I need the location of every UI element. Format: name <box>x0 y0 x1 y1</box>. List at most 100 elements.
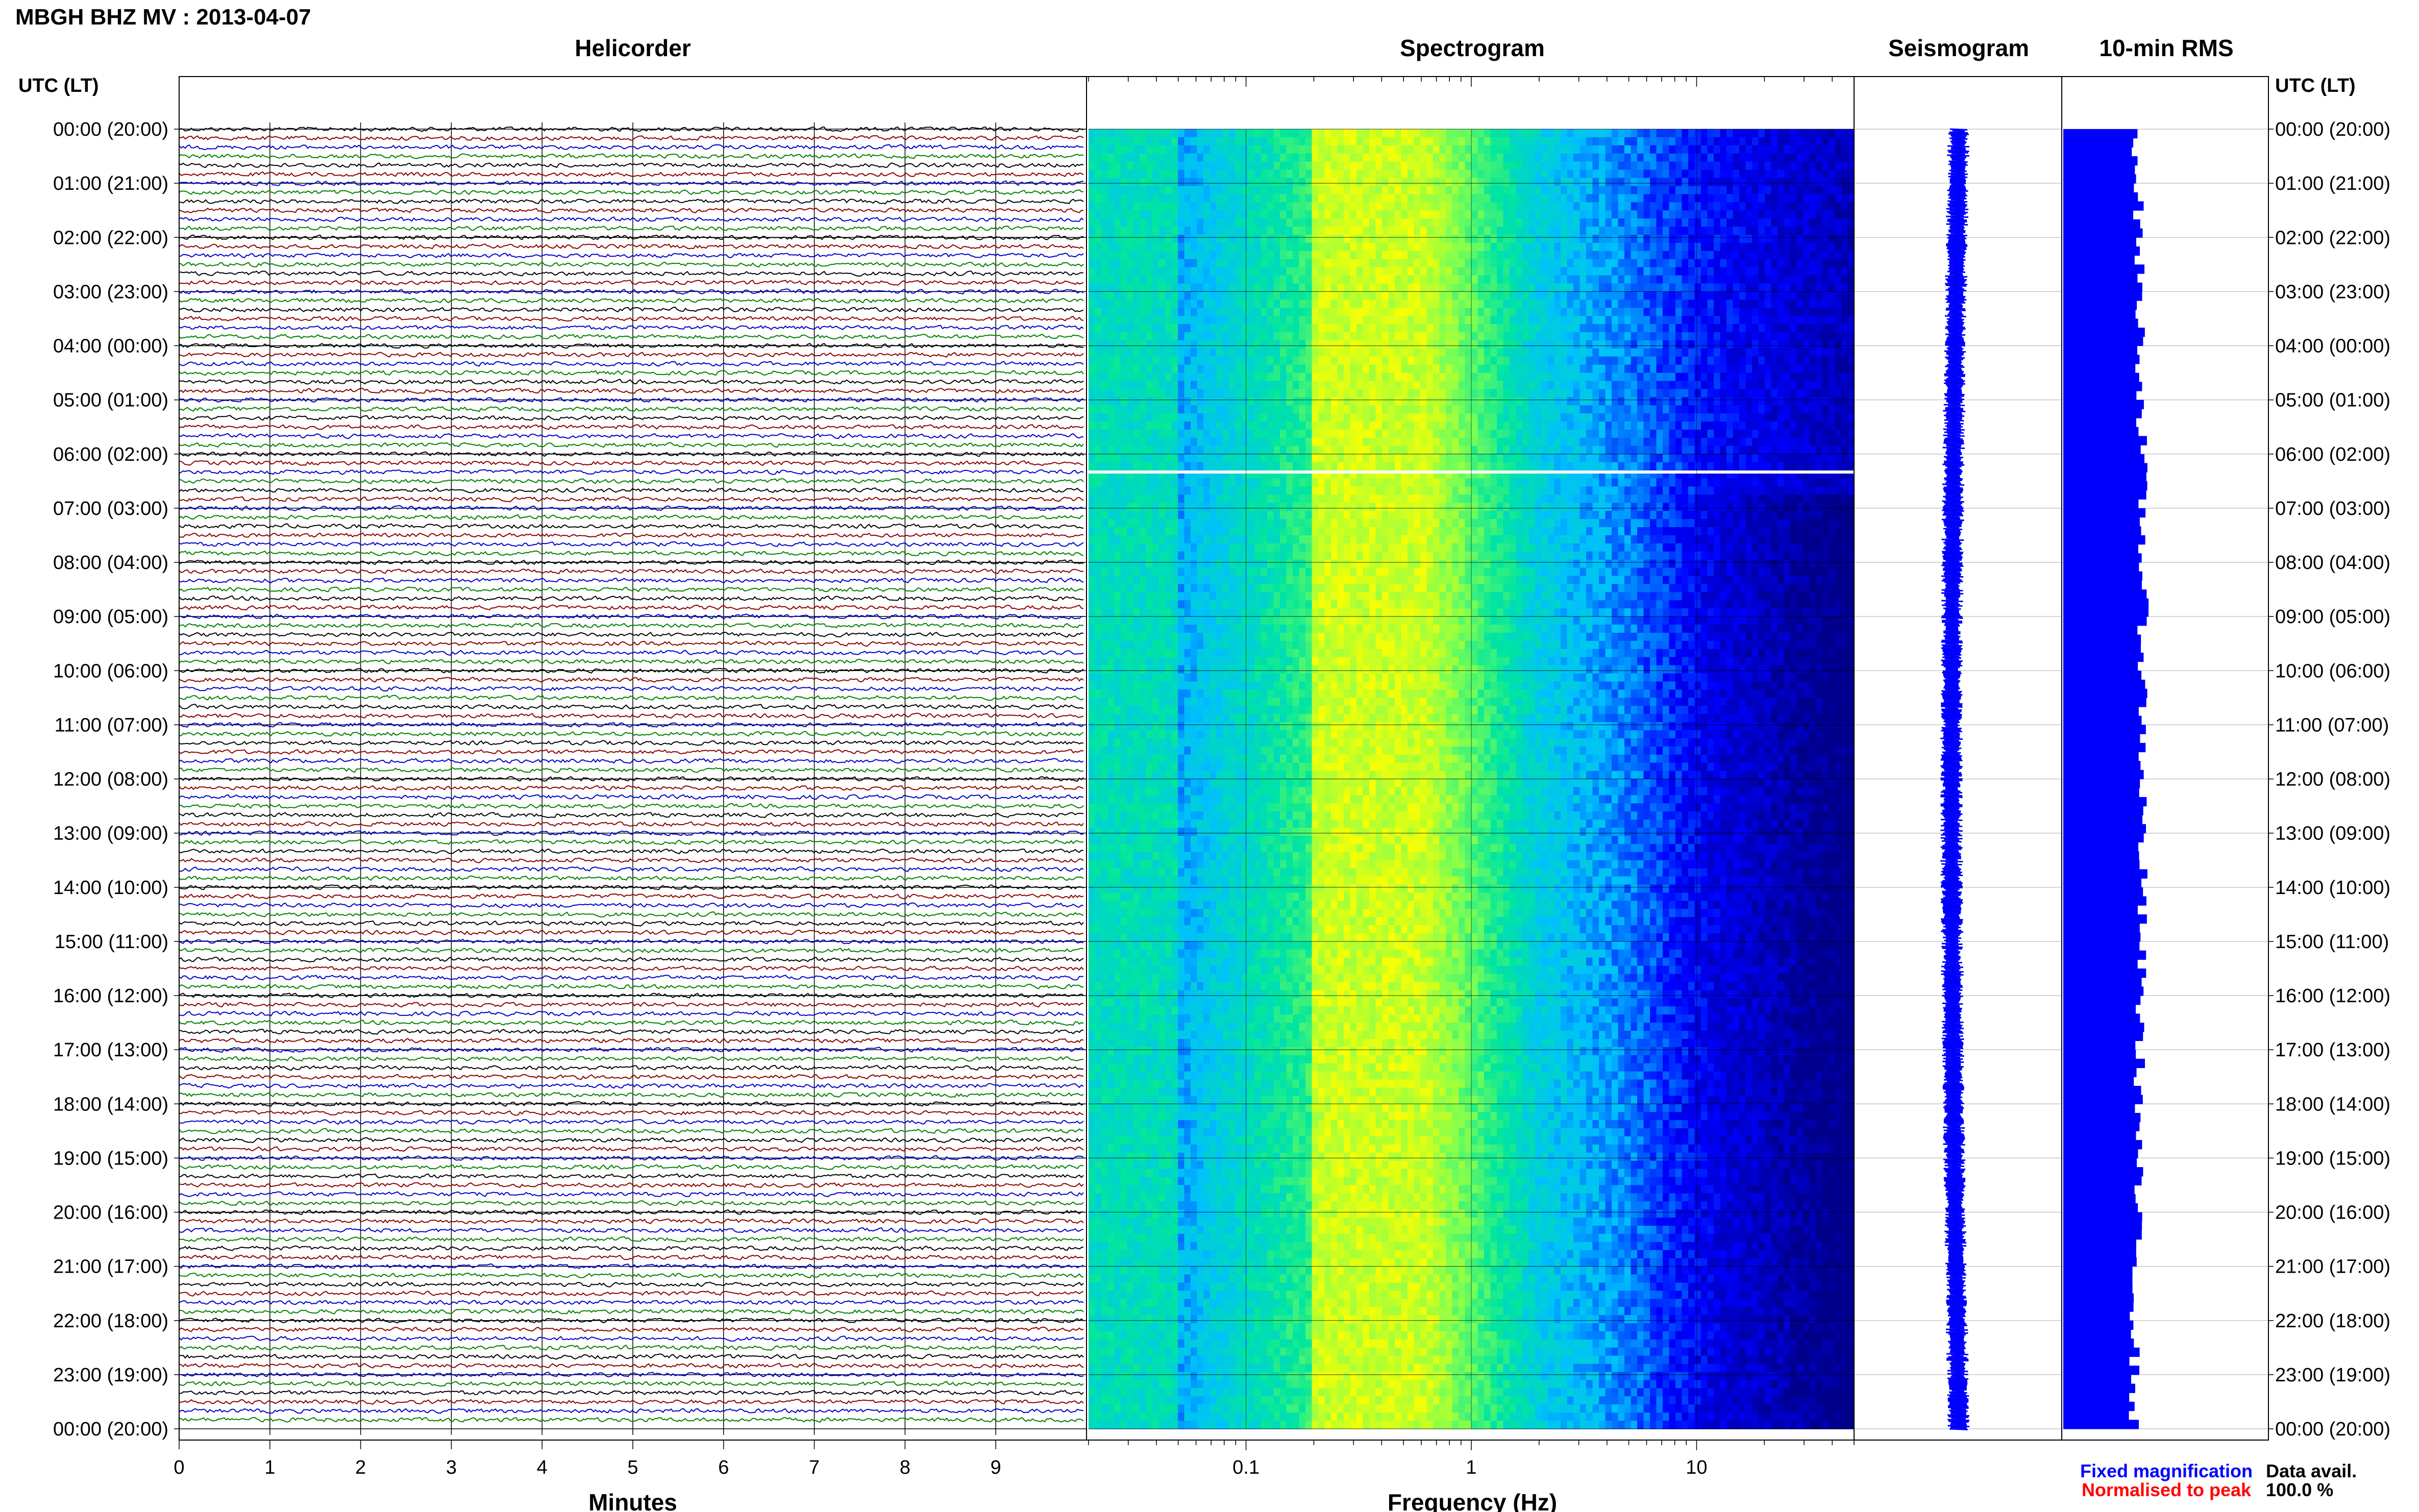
spectrogram-cell <box>1261 625 1268 633</box>
spectrogram-cell <box>1178 933 1185 942</box>
spectrogram-cell <box>1089 957 1096 966</box>
spectrogram-cell <box>1222 600 1229 609</box>
spectrogram-cell <box>1203 795 1211 804</box>
spectrogram-cell <box>1089 909 1096 918</box>
spectrogram-cell <box>1261 803 1268 812</box>
helicorder-trace-line <box>179 1299 1084 1305</box>
spectrogram-cell <box>1222 1014 1229 1023</box>
helicorder-trace-line <box>179 803 1084 809</box>
spectrogram-cell <box>1107 494 1115 503</box>
spectrogram-cell <box>1210 210 1217 219</box>
spectrogram-cell <box>1203 430 1211 438</box>
spectrogram-cell <box>1248 316 1255 325</box>
spectrogram-cell <box>1197 1412 1204 1421</box>
spectrogram-cell <box>1146 730 1153 739</box>
spectrogram-cell <box>1197 308 1204 316</box>
spectrogram-cell <box>1133 478 1140 487</box>
spectrogram-cell <box>1267 348 1274 357</box>
spectrogram-cell <box>1242 925 1249 934</box>
spectrogram-cell <box>1114 917 1121 926</box>
spectrogram-cell <box>1191 324 1198 333</box>
spectrogram-cell <box>1197 893 1204 902</box>
spectrogram-cell <box>1229 738 1236 747</box>
spectrogram-cell <box>1152 454 1159 463</box>
spectrogram-cell <box>1235 762 1242 772</box>
spectrogram-cell <box>1114 1063 1121 1072</box>
spectrogram-cell <box>1254 844 1262 853</box>
spectrogram-cell <box>1235 129 1242 138</box>
spectrogram-cell <box>1184 503 1191 511</box>
spectrogram-cell <box>1133 1087 1140 1097</box>
spectrogram-cell <box>1229 1112 1236 1121</box>
spectrogram-cell <box>1248 893 1255 902</box>
spectrogram-cell <box>1191 771 1198 780</box>
spectrogram-cell <box>1107 437 1115 447</box>
spectrogram-cell <box>1120 1209 1127 1218</box>
spectrogram-cell <box>1222 486 1229 495</box>
spectrogram-cell <box>1229 600 1236 609</box>
spectrogram-cell <box>1216 1282 1223 1292</box>
spectrogram-cell <box>1248 998 1255 1007</box>
spectrogram-cell <box>1216 381 1223 390</box>
spectrogram-cell <box>1152 1218 1159 1226</box>
spectrogram-cell <box>1114 478 1121 487</box>
spectrogram-cell <box>1089 1006 1096 1015</box>
spectrogram-cell <box>1229 275 1236 284</box>
spectrogram-cell <box>1120 990 1127 999</box>
spectrogram-cell <box>1107 267 1115 276</box>
spectrogram-cell <box>1222 1185 1229 1194</box>
spectrogram-cell <box>1210 1071 1217 1080</box>
helicorder-trace-line <box>179 947 1084 953</box>
spectrogram-cell <box>1089 503 1096 511</box>
spectrogram-cell <box>1089 462 1096 471</box>
spectrogram-cell <box>1114 381 1121 390</box>
spectrogram-cell <box>1242 698 1249 706</box>
spectrogram-cell <box>1133 1388 1140 1397</box>
spectrogram-cell <box>1210 462 1217 471</box>
spectrogram-cell <box>1267 535 1274 544</box>
spectrogram-cell <box>1178 1169 1185 1178</box>
spectrogram-cell <box>1222 820 1229 828</box>
spectrogram-cell <box>1120 1055 1127 1064</box>
spectrogram-cell <box>1222 657 1229 666</box>
spectrogram-cell <box>1095 462 1102 471</box>
spectrogram-cell <box>1158 616 1166 625</box>
spectrogram-cell <box>1210 762 1217 772</box>
spectrogram-cell <box>1127 1055 1134 1064</box>
spectrogram-cell <box>1184 202 1191 211</box>
spectrogram-cell <box>1114 657 1121 666</box>
spectrogram-cell <box>1254 1063 1262 1072</box>
spectrogram-cell <box>1120 559 1127 568</box>
spectrogram-cell <box>1267 787 1274 796</box>
spectrogram-cell <box>1197 1380 1204 1389</box>
spectrogram-cell <box>1222 673 1229 682</box>
spectrogram-cell <box>1184 1023 1191 1031</box>
spectrogram-cell <box>1261 543 1268 552</box>
spectrogram-cell <box>1140 835 1147 845</box>
spectrogram-cell <box>1101 511 1108 519</box>
spectrogram-cell <box>1210 917 1217 926</box>
spectrogram-cell <box>1203 600 1211 609</box>
spectrogram-cell <box>1140 519 1147 528</box>
spectrogram-cell <box>1146 1242 1153 1251</box>
spectrogram-cell <box>1089 633 1096 641</box>
spectrogram-cell <box>1273 1307 1280 1316</box>
spectrogram-cell <box>1235 893 1242 902</box>
spectrogram-cell <box>1101 974 1108 983</box>
spectrogram-cell <box>1273 153 1280 162</box>
spectrogram-cell <box>1114 251 1121 260</box>
spectrogram-cell <box>1267 324 1274 333</box>
spectrogram-cell <box>1242 1193 1249 1202</box>
spectrogram-cell <box>1273 640 1280 650</box>
spectrogram-cell <box>1254 234 1262 243</box>
spectrogram-cell <box>1191 316 1198 325</box>
spectrogram-cell <box>1261 202 1268 211</box>
spectrogram-cell <box>1107 592 1115 601</box>
spectrogram-cell <box>1191 625 1198 633</box>
spectrogram-cell <box>1229 941 1236 950</box>
spectrogram-cell <box>1273 868 1280 877</box>
spectrogram-cell <box>1216 730 1223 739</box>
spectrogram-cell <box>1248 803 1255 812</box>
spectrogram-cell <box>1120 1063 1127 1072</box>
